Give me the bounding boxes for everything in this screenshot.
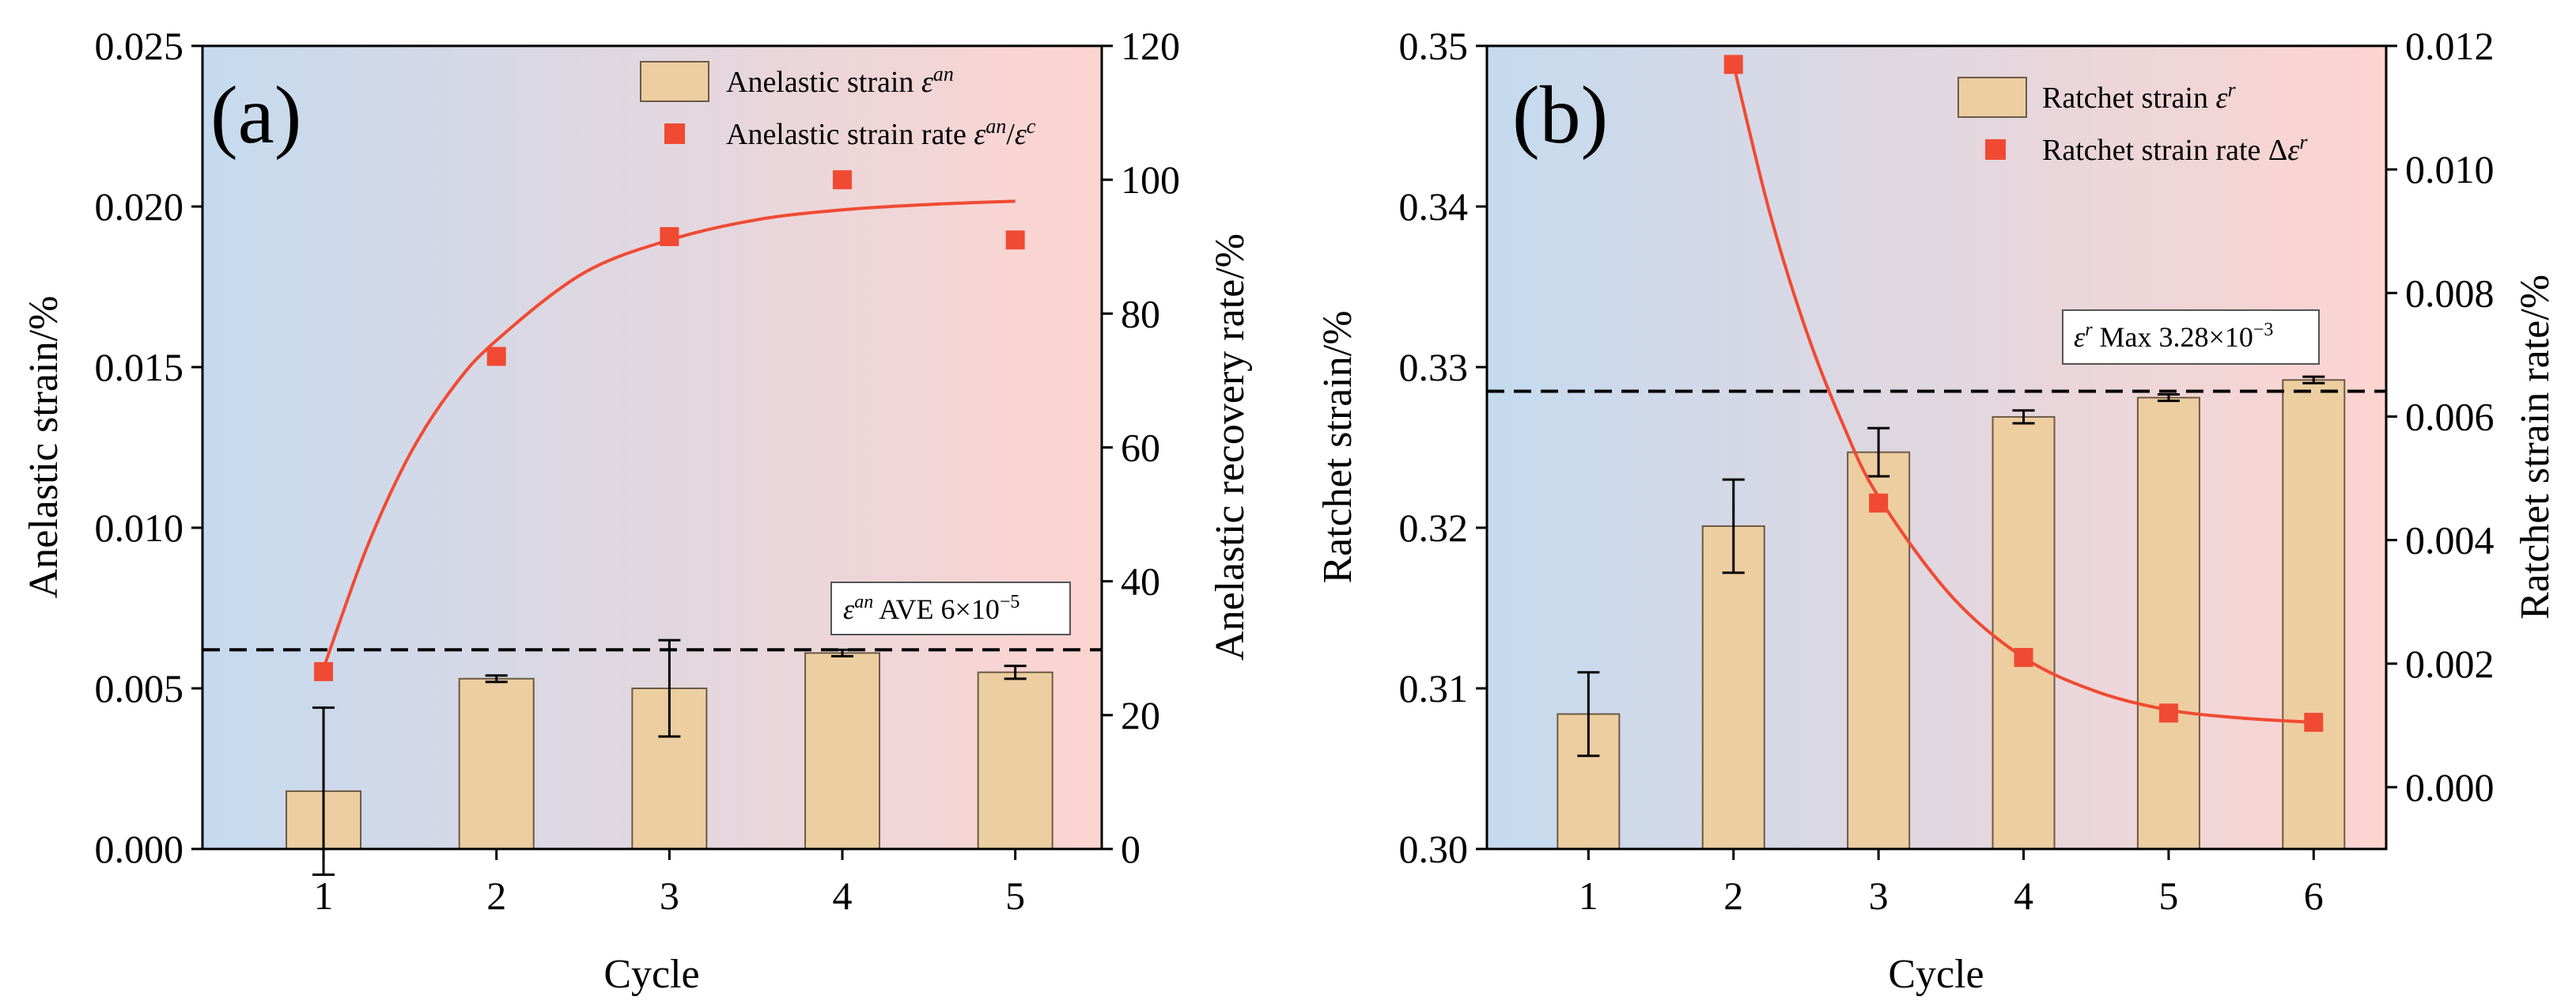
- legend-bar-swatch: [1958, 77, 2027, 118]
- rate-marker: [2014, 647, 2033, 667]
- y2-tick-label: 0.008: [2405, 271, 2495, 315]
- y2-tick-label: 0.004: [2405, 518, 2495, 563]
- panel-b-label: (b): [1512, 70, 1608, 161]
- legend-marker-swatch: [664, 123, 685, 144]
- x-tick-label: 4: [833, 873, 853, 918]
- panel-a: 1 2 3 4 5 0.000 0.005 0.010 0.015 0.020 0.025 0 20…: [21, 24, 1253, 997]
- rate-marker: [660, 227, 679, 247]
- y-tick-label: 0.32: [1399, 506, 1469, 550]
- rate-marker: [1869, 493, 1889, 513]
- annotation-text: εr Max 3.28×10−3: [2074, 320, 2273, 353]
- y-tick-label: 0.35: [1399, 24, 1469, 68]
- y2-tick-label: 20: [1121, 693, 1160, 737]
- panel-b-x-ticks: 1 2 3 4 5 6: [1579, 849, 2324, 918]
- legend-rate-label: Anelastic strain rate εan/εc: [726, 115, 1036, 151]
- rate-marker: [1005, 230, 1025, 250]
- y2-tick-label: 0: [1121, 827, 1140, 871]
- bar: [977, 671, 1053, 851]
- annotation-box: [2062, 309, 2320, 365]
- y2-tick-label: 0.000: [2405, 765, 2495, 809]
- panel-b-left-y-axis-title: Ratchet strain/%: [1315, 310, 1360, 583]
- panel-a-left-y-ticks: 0.000 0.005 0.010 0.015 0.020 0.025: [95, 24, 202, 871]
- x-tick-label: 2: [1723, 873, 1743, 918]
- bar: [2282, 379, 2346, 850]
- bar: [2136, 396, 2200, 850]
- y-tick-label: 0.020: [95, 184, 184, 229]
- panel-b-left-y-ticks: 0.30 0.31 0.32 0.33 0.34 0.35: [1399, 24, 1487, 871]
- panel-b-legend: Ratchet strain εr Ratchet strain rate Δε…: [1958, 77, 2308, 167]
- y2-tick-label: 80: [1121, 291, 1160, 335]
- y2-tick-label: 0.012: [2405, 24, 2495, 68]
- x-tick-label: 5: [2158, 873, 2178, 918]
- panel-a-rate-markers: [314, 170, 1025, 681]
- panel-b-right-y-ticks: 0.000 0.002 0.004 0.006 0.008 0.010 0.012: [2386, 24, 2495, 809]
- x-tick-label: 6: [2304, 873, 2324, 918]
- y2-tick-label: 40: [1121, 559, 1160, 604]
- y2-tick-label: 0.010: [2405, 147, 2495, 191]
- legend-bar-label: Ratchet strain εr: [2042, 78, 2236, 115]
- x-tick-label: 2: [486, 873, 506, 918]
- annotation-box: [830, 582, 1071, 635]
- x-tick-label: 3: [660, 873, 679, 918]
- bar: [458, 677, 535, 850]
- y-tick-label: 0.34: [1399, 184, 1469, 229]
- panel-a-label: (a): [210, 70, 301, 161]
- rate-marker: [486, 347, 506, 366]
- y-tick-label: 0.30: [1399, 827, 1469, 871]
- x-tick-label: 1: [314, 873, 334, 918]
- panel-b-frame: [1485, 44, 2388, 851]
- annotation-text: εan AVE 6×10−5: [843, 592, 1019, 625]
- panel-a-average-annotation: εan AVE 6×10−5: [830, 582, 1071, 635]
- y-tick-label: 0.025: [95, 24, 184, 68]
- y2-tick-label: 0.006: [2405, 394, 2495, 438]
- y2-tick-label: 60: [1121, 426, 1160, 470]
- y-tick-label: 0.010: [95, 506, 184, 550]
- bar: [804, 652, 881, 851]
- rate-marker: [2158, 703, 2178, 723]
- panel-b-error-bars: [1577, 375, 2325, 757]
- panel-b-plot-background: [1487, 46, 2386, 849]
- bar: [1992, 415, 2056, 850]
- rate-marker: [833, 170, 853, 190]
- panel-a-right-y-axis-title: Anelastic recovery rate/%: [1208, 233, 1253, 661]
- legend-bar-swatch: [640, 61, 709, 102]
- y-tick-label: 0.33: [1399, 345, 1469, 389]
- y-tick-label: 0.31: [1399, 666, 1469, 711]
- panel-b-bars: [1557, 379, 2346, 851]
- rate-marker: [314, 661, 334, 681]
- y-tick-label: 0.015: [95, 345, 184, 389]
- y-tick-label: 0.005: [95, 666, 184, 711]
- panel-a-legend: Anelastic strain εan Anelastic strain ra…: [640, 61, 1036, 151]
- bar: [1701, 525, 1765, 850]
- panel-a-left-y-axis-title: Anelastic strain/%: [21, 296, 66, 599]
- panel-b-max-annotation: εr Max 3.28×10−3: [2062, 309, 2320, 365]
- legend-bar-label: Anelastic strain εan: [726, 63, 954, 99]
- y2-tick-label: 120: [1121, 24, 1180, 68]
- y2-tick-label: 100: [1121, 157, 1180, 202]
- panel-a-x-axis-title: Cycle: [603, 952, 699, 997]
- x-tick-label: 1: [1579, 873, 1598, 918]
- x-tick-label: 3: [1869, 873, 1889, 918]
- y2-tick-label: 0.002: [2405, 642, 2495, 686]
- panel-b-rate-markers: [1723, 55, 2324, 732]
- y-tick-label: 0.000: [95, 827, 184, 871]
- panel-b-right-y-axis-title: Ratchet strain rate/%: [2513, 275, 2558, 620]
- panel-a-bars: [286, 652, 1053, 851]
- panel-a-right-y-ticks: 0 20 40 60 80 100 120: [1102, 24, 1180, 871]
- rate-marker: [2304, 712, 2324, 732]
- x-tick-label: 5: [1005, 873, 1025, 918]
- rate-marker: [1723, 55, 1743, 74]
- panel-b-x-axis-title: Cycle: [1888, 952, 1984, 997]
- x-tick-label: 4: [2014, 873, 2033, 918]
- panel-a-fit-curve: [322, 199, 1016, 669]
- panel-a-x-ticks: 1 2 3 4 5: [314, 849, 1025, 918]
- legend-rate-label: Ratchet strain rate Δεr: [2042, 131, 2308, 167]
- panel-a-error-bars: [312, 639, 1027, 876]
- legend-marker-swatch: [1985, 139, 2006, 160]
